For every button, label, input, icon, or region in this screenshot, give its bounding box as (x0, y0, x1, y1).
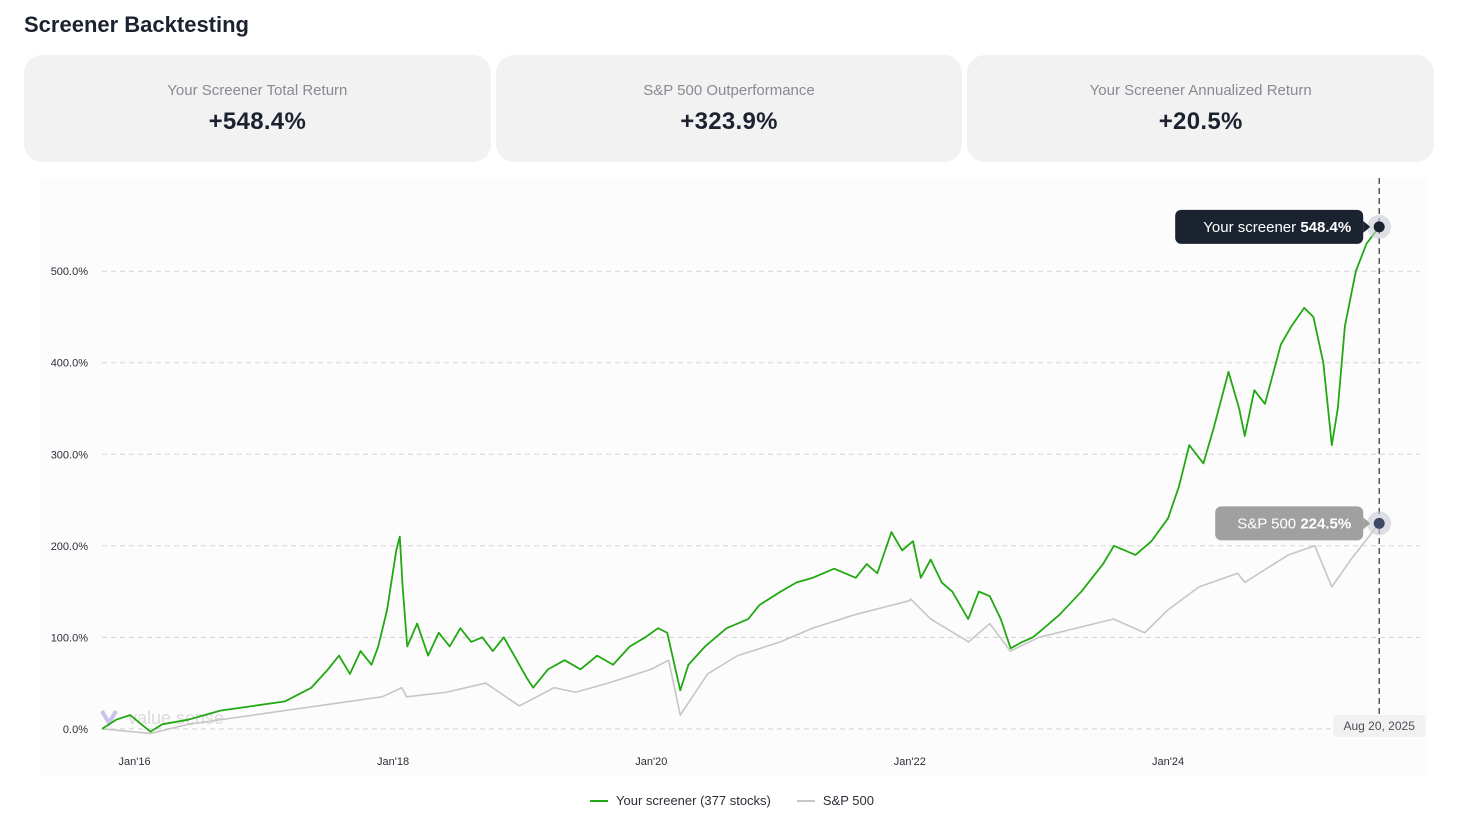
sp500-tooltip: S&P 500 224.5% (1215, 506, 1371, 541)
legend-swatch-sp500 (796, 799, 815, 802)
y-tick-label: 300.0% (51, 449, 89, 461)
y-tick-label: 200.0% (51, 541, 89, 553)
legend-label-screener: Your screener (377 stocks) (616, 793, 771, 808)
stat-value: +20.5% (1158, 107, 1243, 135)
series-line-screener (101, 226, 1380, 733)
screener-tooltip: Your screener 548.4% (1175, 209, 1371, 244)
screener-tooltip-value: 548.4% (1300, 219, 1351, 236)
y-tick-label: 400.0% (51, 358, 89, 370)
stat-value: +323.9% (680, 107, 778, 135)
x-tick-label: Jan'22 (894, 756, 926, 768)
legend-item-screener[interactable]: Your screener (377 stocks) (590, 793, 771, 808)
stat-label: S&P 500 Outperformance (643, 81, 815, 99)
sp500-tooltip-text: S&P 500 224.5% (1237, 515, 1351, 532)
legend-item-sp500[interactable]: S&P 500 (796, 793, 874, 808)
chart-svg[interactable]: 0.0% 100.0% 200.0% 300.0% 400.0% 500.0% Jan'16… (40, 178, 1428, 776)
sp500-tooltip-pointer (1363, 517, 1371, 530)
legend-label-sp500: S&P 500 (822, 793, 874, 808)
screener-tooltip-pointer (1363, 220, 1371, 233)
stat-card-annualized-return: Your Screener Annualized Return +20.5% (967, 55, 1435, 162)
stat-card-total-return: Your Screener Total Return +548.4% (24, 55, 491, 162)
y-tick-label: 500.0% (51, 266, 89, 278)
x-tick-label: Jan'24 (1152, 756, 1184, 768)
stat-value: +548.4% (208, 107, 307, 135)
sp500-tooltip-series-name: S&P 500 (1237, 515, 1300, 532)
stats-row: Your Screener Total Return +548.4% S&P 5… (24, 55, 1435, 162)
series-line-sp500 (101, 522, 1380, 735)
sp500-marker-dot (1373, 517, 1385, 529)
watermark-logo-icon (100, 709, 118, 727)
stat-card-outperformance: S&P 500 Outperformance +323.9% (495, 55, 963, 162)
stat-label: Your Screener Total Return (167, 81, 348, 99)
stat-label: Your Screener Annualized Return (1089, 81, 1312, 99)
screener-tooltip-box (1175, 209, 1364, 244)
backtest-chart[interactable]: 0.0% 100.0% 200.0% 300.0% 400.0% 500.0% Jan'16… (40, 178, 1428, 776)
crosshair-date-label: Aug 20, 2025 (1343, 719, 1415, 733)
x-tick-label: Jan'18 (377, 756, 409, 768)
y-tick-label: 100.0% (51, 632, 89, 644)
x-tick-label: Jan'20 (635, 756, 667, 768)
crosshair-date-box (1333, 715, 1426, 737)
x-tick-label: Jan'16 (119, 756, 151, 768)
screener-tooltip-text: Your screener 548.4% (1203, 219, 1351, 236)
screener-tooltip-series-name: Your screener (1203, 219, 1300, 236)
screener-marker-dot (1373, 221, 1385, 233)
sp500-tooltip-box (1215, 506, 1364, 541)
y-tick-label: 0.0% (63, 724, 88, 736)
sp500-tooltip-value: 224.5% (1300, 515, 1351, 532)
legend-swatch-screener (590, 799, 609, 802)
chart-legend: Your screener (377 stocks) S&P 500 (0, 793, 1464, 808)
page-title: Screener Backtesting (24, 12, 249, 37)
